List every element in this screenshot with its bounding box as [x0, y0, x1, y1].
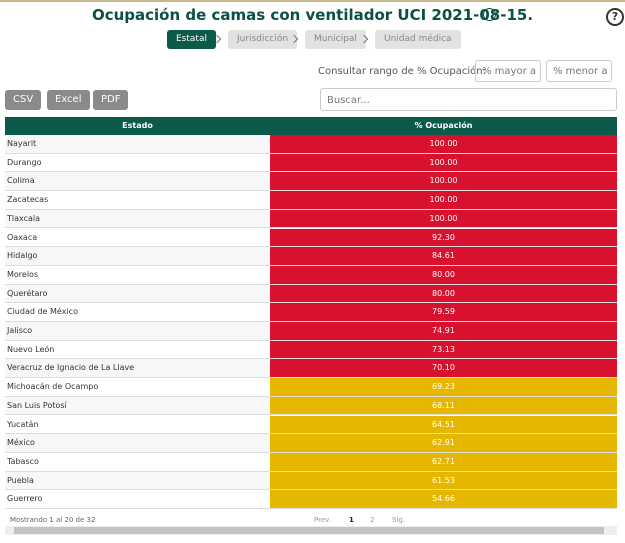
estado-cell: Jalisco — [7, 326, 33, 335]
table-row: Michoacán de Ocampo 69.23 — [5, 378, 617, 397]
estado-cell: Zacatecas — [7, 195, 49, 205]
table-header: Estado % Ocupación — [5, 117, 617, 135]
ocupacion-cell: 62.91 — [270, 434, 617, 452]
table-row: Nuevo León 73.13 — [5, 340, 617, 360]
page-link[interactable]: 1 — [349, 516, 354, 524]
table-row: Morelos 80.00 — [5, 265, 617, 285]
ocupacion-cell: 73.13 — [270, 340, 617, 359]
ocupacion-cell: 100.00 — [270, 153, 617, 172]
estado-cell: Ciudad de México — [7, 307, 78, 317]
table-row: Jalisco 74.91 — [5, 322, 617, 341]
tab[interactable]: Municipal — [305, 30, 366, 49]
table-row: Oaxaca 92.30 — [5, 228, 617, 248]
tab[interactable]: Estatal — [167, 30, 216, 49]
estado-cell: Tlaxcala — [7, 213, 41, 223]
table-row: Ciudad de México 79.59 — [5, 303, 617, 322]
ocupacion-cell: 61.53 — [270, 471, 617, 490]
ocupacion-cell: 80.00 — [270, 284, 617, 303]
filter-label: Consultar rango de % Ocupación: — [318, 66, 486, 77]
table-row: Yucatán 64.51 — [5, 415, 617, 435]
ocupacion-cell: 69.23 — [270, 378, 617, 396]
column-header[interactable]: % Ocupación — [414, 121, 473, 130]
help-button[interactable]: ? — [606, 8, 624, 26]
estado-cell: Colima — [7, 176, 35, 186]
ocupacion-cell: 84.61 — [270, 247, 617, 265]
ocupacion-cell: 79.59 — [270, 303, 617, 321]
page-link[interactable]: Sig. — [392, 516, 406, 524]
table-row: Durango 100.00 — [5, 153, 617, 173]
min-input[interactable]: % mayor a — [475, 60, 541, 82]
info-icon[interactable] — [483, 8, 496, 21]
estado-cell: Durango — [7, 157, 42, 167]
title: Ocupación de camas con ventilador UCI 20… — [91, 6, 534, 24]
estado-cell: México — [7, 438, 35, 448]
ocupacion-cell: 62.71 — [270, 452, 617, 471]
ocupacion-cell: 80.00 — [270, 265, 617, 284]
export-button[interactable]: Excel — [47, 90, 90, 110]
export-button[interactable]: CSV — [5, 90, 42, 110]
export-button[interactable]: PDF — [93, 90, 129, 110]
estado-cell: Veracruz de Ignacio de La Llave — [7, 363, 135, 373]
estado-cell: Querétaro — [7, 288, 48, 298]
tab[interactable]: Jurisdicción — [228, 30, 298, 49]
estado-cell: Oaxaca — [7, 232, 38, 242]
ocupacion-cell: 74.91 — [270, 322, 617, 340]
search-input[interactable]: Buscar... — [320, 88, 617, 111]
tab[interactable]: Unidad médica — [375, 30, 461, 49]
page-link[interactable]: 2 — [370, 516, 375, 524]
estado-cell: Yucatán — [7, 419, 39, 429]
page-link[interactable]: Prev. — [314, 516, 331, 524]
table-row: Nayarit 100.00 — [5, 135, 617, 154]
table-row: San Luis Potosí 68.11 — [5, 396, 617, 416]
table-row: Querétaro 80.00 — [5, 284, 617, 304]
estado-cell: Nayarit — [7, 139, 37, 148]
column-header[interactable]: Estado — [122, 121, 153, 130]
table-row: Colima 100.00 — [5, 172, 617, 192]
table-info: Mostrando 1 al 20 de 32 — [10, 516, 96, 524]
table-row: Hidalgo 84.61 — [5, 247, 617, 266]
estado-cell: Michoacán de Ocampo — [7, 382, 99, 392]
ocupacion-cell: 100.00 — [270, 209, 617, 228]
ocupacion-cell: 100.00 — [270, 191, 617, 209]
estado-cell: Tabasco — [7, 456, 39, 466]
estado-cell: Puebla — [7, 475, 34, 485]
table-row: Zacatecas 100.00 — [5, 191, 617, 210]
table-row: Guerrero 54.66 — [5, 490, 617, 509]
table-row: Veracruz de Ignacio de La Llave 70.10 — [5, 359, 617, 379]
ocupacion-cell: 54.66 — [270, 490, 617, 508]
ocupacion-cell: 100.00 — [270, 172, 617, 191]
table-row: México 62.91 — [5, 434, 617, 453]
ocupacion-cell: 70.10 — [270, 359, 617, 378]
table-row: Tlaxcala 100.00 — [5, 209, 617, 229]
ocupacion-cell: 64.51 — [270, 415, 617, 434]
scroll-thumb[interactable] — [14, 527, 604, 534]
table-row: Tabasco 62.71 — [5, 452, 617, 472]
estado-cell: Guerrero — [7, 494, 43, 504]
estado-cell: San Luis Potosí — [7, 400, 67, 410]
estado-cell: Hidalgo — [7, 251, 38, 261]
ocupacion-cell: 100.00 — [270, 135, 617, 153]
estado-cell: Nuevo León — [7, 344, 55, 354]
ocupacion-cell: 92.30 — [270, 228, 617, 247]
ocupacion-cell: 68.11 — [270, 396, 617, 415]
table-row: Puebla 61.53 — [5, 471, 617, 491]
max-input[interactable]: % menor a — [546, 60, 612, 82]
estado-cell: Morelos — [7, 269, 39, 279]
